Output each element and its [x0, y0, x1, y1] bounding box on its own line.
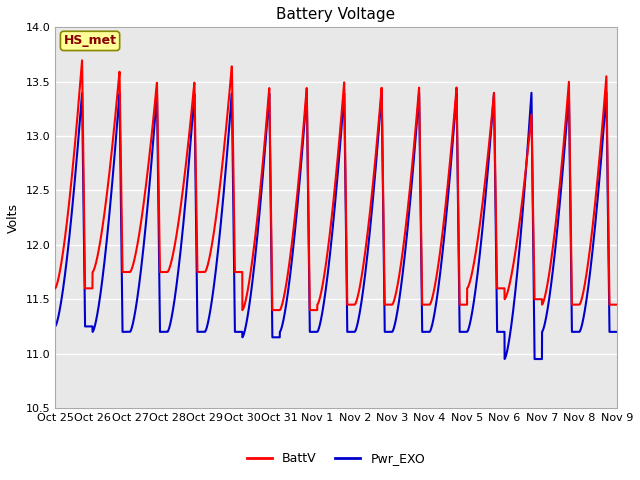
Title: Battery Voltage: Battery Voltage — [276, 7, 396, 22]
Legend: BattV, Pwr_EXO: BattV, Pwr_EXO — [242, 447, 430, 470]
Y-axis label: Volts: Volts — [7, 203, 20, 233]
Text: HS_met: HS_met — [63, 35, 116, 48]
